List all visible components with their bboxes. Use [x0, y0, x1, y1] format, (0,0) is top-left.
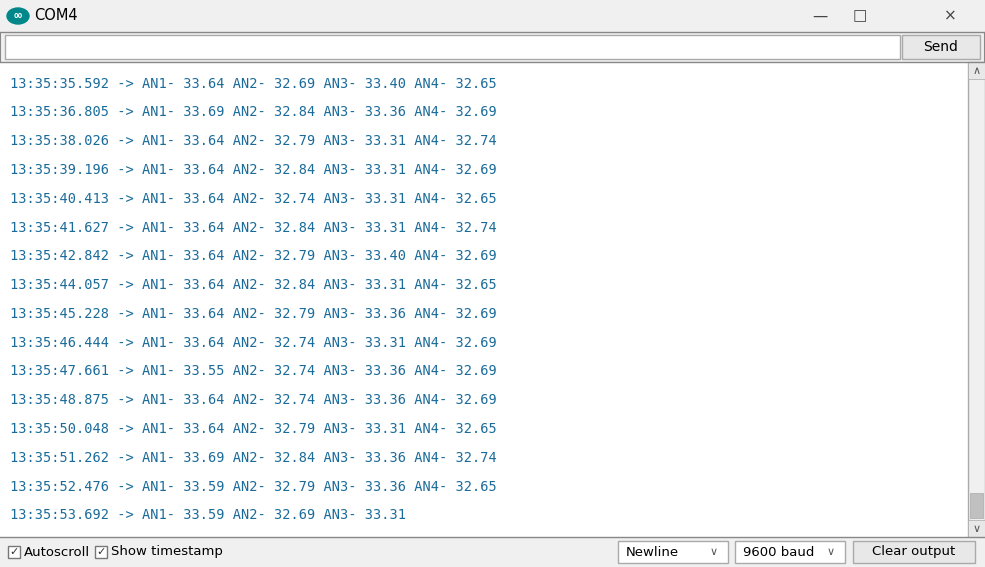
Text: □: □ [853, 9, 867, 23]
Text: 13:35:40.413 -> AN1- 33.64 AN2- 32.74 AN3- 33.31 AN4- 32.65: 13:35:40.413 -> AN1- 33.64 AN2- 32.74 AN… [10, 192, 496, 206]
FancyBboxPatch shape [970, 493, 983, 518]
Text: ∨: ∨ [710, 547, 718, 557]
Text: 13:35:48.875 -> AN1- 33.64 AN2- 32.74 AN3- 33.36 AN4- 32.69: 13:35:48.875 -> AN1- 33.64 AN2- 32.74 AN… [10, 393, 496, 407]
FancyBboxPatch shape [8, 546, 20, 558]
Text: Show timestamp: Show timestamp [111, 545, 223, 558]
Text: 13:35:52.476 -> AN1- 33.59 AN2- 32.79 AN3- 33.36 AN4- 32.65: 13:35:52.476 -> AN1- 33.59 AN2- 32.79 AN… [10, 480, 496, 494]
FancyBboxPatch shape [0, 0, 985, 32]
Text: 13:35:50.048 -> AN1- 33.64 AN2- 32.79 AN3- 33.31 AN4- 32.65: 13:35:50.048 -> AN1- 33.64 AN2- 32.79 AN… [10, 422, 496, 436]
Text: 13:35:45.228 -> AN1- 33.64 AN2- 32.79 AN3- 33.36 AN4- 32.69: 13:35:45.228 -> AN1- 33.64 AN2- 32.79 AN… [10, 307, 496, 321]
Text: 13:35:46.444 -> AN1- 33.64 AN2- 32.74 AN3- 33.31 AN4- 32.69: 13:35:46.444 -> AN1- 33.64 AN2- 32.74 AN… [10, 336, 496, 350]
FancyBboxPatch shape [968, 520, 985, 537]
Text: ∧: ∧ [972, 66, 980, 75]
FancyBboxPatch shape [902, 35, 980, 59]
Text: Newline: Newline [626, 545, 679, 558]
Text: 13:35:42.842 -> AN1- 33.64 AN2- 32.79 AN3- 33.40 AN4- 32.69: 13:35:42.842 -> AN1- 33.64 AN2- 32.79 AN… [10, 249, 496, 263]
Text: Send: Send [924, 40, 958, 54]
Text: ✓: ✓ [97, 547, 105, 557]
FancyBboxPatch shape [0, 62, 968, 537]
Text: 9600 baud: 9600 baud [743, 545, 815, 558]
Text: 13:35:35.592 -> AN1- 33.64 AN2- 32.69 AN3- 33.40 AN4- 32.65: 13:35:35.592 -> AN1- 33.64 AN2- 32.69 AN… [10, 77, 496, 91]
FancyBboxPatch shape [735, 541, 845, 563]
Text: ×: × [944, 9, 956, 23]
Text: 13:35:38.026 -> AN1- 33.64 AN2- 32.79 AN3- 33.31 AN4- 32.74: 13:35:38.026 -> AN1- 33.64 AN2- 32.79 AN… [10, 134, 496, 148]
Text: 13:35:47.661 -> AN1- 33.55 AN2- 32.74 AN3- 33.36 AN4- 32.69: 13:35:47.661 -> AN1- 33.55 AN2- 32.74 AN… [10, 365, 496, 378]
Text: 13:35:41.627 -> AN1- 33.64 AN2- 32.84 AN3- 33.31 AN4- 32.74: 13:35:41.627 -> AN1- 33.64 AN2- 32.84 AN… [10, 221, 496, 235]
Text: 13:35:39.196 -> AN1- 33.64 AN2- 32.84 AN3- 33.31 AN4- 32.69: 13:35:39.196 -> AN1- 33.64 AN2- 32.84 AN… [10, 163, 496, 177]
Text: 13:35:53.692 -> AN1- 33.59 AN2- 32.69 AN3- 33.31: 13:35:53.692 -> AN1- 33.59 AN2- 32.69 AN… [10, 509, 406, 522]
Text: Clear output: Clear output [873, 545, 955, 558]
Text: Autoscroll: Autoscroll [24, 545, 90, 558]
Text: oo: oo [14, 11, 23, 20]
FancyBboxPatch shape [968, 62, 985, 537]
Text: ∨: ∨ [972, 523, 980, 534]
FancyBboxPatch shape [618, 541, 728, 563]
Text: COM4: COM4 [34, 9, 78, 23]
Text: 13:35:36.805 -> AN1- 33.69 AN2- 32.84 AN3- 33.36 AN4- 32.69: 13:35:36.805 -> AN1- 33.69 AN2- 32.84 AN… [10, 105, 496, 120]
Ellipse shape [7, 8, 29, 24]
FancyBboxPatch shape [5, 35, 900, 59]
Text: ∨: ∨ [827, 547, 835, 557]
Text: 13:35:51.262 -> AN1- 33.69 AN2- 32.84 AN3- 33.36 AN4- 32.74: 13:35:51.262 -> AN1- 33.69 AN2- 32.84 AN… [10, 451, 496, 465]
Text: —: — [813, 9, 827, 23]
FancyBboxPatch shape [95, 546, 107, 558]
Text: ✓: ✓ [9, 547, 19, 557]
FancyBboxPatch shape [0, 537, 985, 567]
FancyBboxPatch shape [853, 541, 975, 563]
Text: 13:35:44.057 -> AN1- 33.64 AN2- 32.84 AN3- 33.31 AN4- 32.65: 13:35:44.057 -> AN1- 33.64 AN2- 32.84 AN… [10, 278, 496, 292]
FancyBboxPatch shape [968, 62, 985, 79]
